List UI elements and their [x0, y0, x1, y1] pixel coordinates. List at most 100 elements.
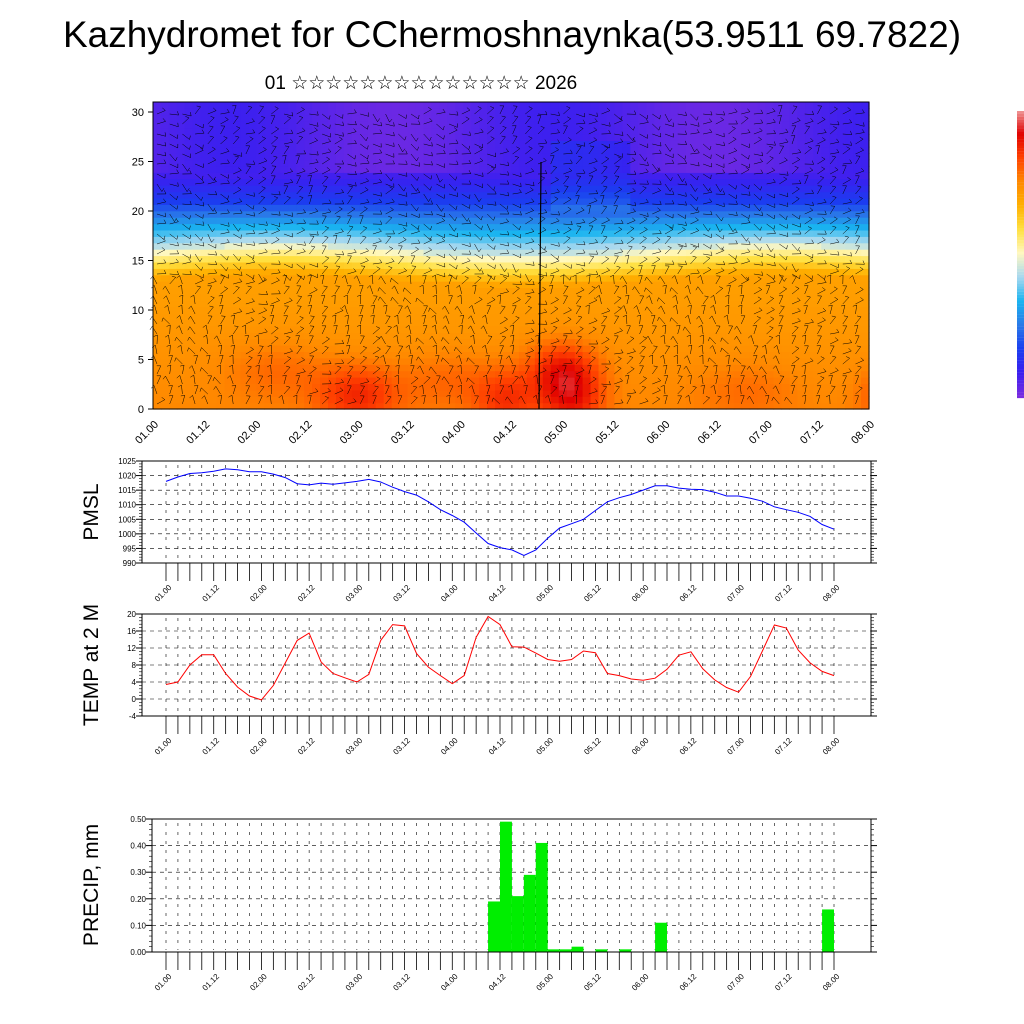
wind-barb	[419, 284, 424, 295]
wind-barb	[156, 142, 167, 147]
heatmap-cell	[463, 223, 472, 231]
heatmap-cell	[709, 319, 719, 327]
heatmap-cell	[829, 293, 838, 301]
heatmap-cell	[351, 313, 361, 321]
heatmap-cell	[176, 281, 186, 289]
heatmap-cell	[781, 313, 791, 321]
heatmap-cell	[757, 338, 767, 346]
heatmap-cell	[845, 268, 854, 276]
heatmap-cell	[328, 306, 337, 314]
wind-barb	[296, 345, 303, 355]
heatmap-cell	[511, 165, 520, 173]
heatmap-cell	[423, 287, 433, 295]
heatmap-cell	[566, 351, 576, 359]
heatmap-cell	[630, 210, 639, 218]
heatmap-cell	[471, 255, 480, 263]
heatmap-cell	[447, 287, 456, 295]
heatmap-cell	[614, 121, 623, 129]
heatmap-cell	[805, 332, 814, 340]
wind-barb	[382, 374, 387, 385]
heatmap-cell	[757, 255, 767, 263]
wind-barb	[271, 260, 281, 265]
heatmap-cell	[598, 396, 608, 404]
heatmap-cell	[574, 274, 584, 282]
wind-barb	[156, 397, 166, 405]
heatmap-cell	[749, 242, 759, 250]
heatmap-cell	[264, 332, 273, 340]
heatmap-cell	[272, 178, 281, 186]
heatmap-cell	[232, 332, 242, 340]
wind-barb	[385, 235, 392, 245]
heatmap-cell	[606, 300, 616, 308]
heatmap-cell	[550, 236, 560, 244]
wind-barb	[385, 207, 394, 215]
heatmap-cell	[192, 338, 202, 346]
heatmap-cell	[598, 300, 608, 308]
heatmap-cell	[662, 153, 671, 161]
heatmap-cell	[415, 172, 425, 180]
heatmap-cell	[351, 370, 361, 378]
heatmap-cell	[399, 293, 409, 301]
heatmap-cell	[614, 370, 623, 378]
wind-barb	[258, 105, 264, 115]
heatmap-cell	[304, 165, 313, 173]
heatmap-cell	[343, 345, 353, 353]
wind-barb	[194, 253, 203, 262]
heatmap-cell	[701, 319, 711, 327]
heatmap-cell	[837, 197, 846, 205]
heatmap-cell	[670, 172, 679, 180]
heatmap-cell	[582, 114, 592, 122]
heatmap-cell	[240, 319, 250, 327]
heatmap-cell	[813, 114, 822, 122]
heatmap-cell	[773, 287, 783, 295]
heatmap-cell	[518, 172, 528, 180]
heatmap-cell	[749, 185, 759, 193]
heatmap-cell	[224, 146, 234, 154]
heatmap-cell	[813, 338, 822, 346]
wind-barb	[258, 395, 263, 405]
heatmap-cell	[861, 146, 870, 154]
heatmap-cell	[693, 242, 703, 250]
heatmap-cell	[383, 306, 393, 314]
heatmap-cell	[335, 102, 345, 109]
heatmap-cell	[168, 357, 178, 365]
heatmap-cell	[614, 377, 623, 385]
heatmap-cell	[399, 306, 409, 314]
heatmap-cell	[383, 108, 393, 116]
heatmap-cell	[574, 261, 584, 269]
heatmap-cell	[686, 281, 695, 289]
heatmap-cell	[550, 377, 560, 385]
heatmap-cell	[407, 153, 417, 161]
heatmap-cell	[280, 287, 289, 295]
heatmap-cell	[431, 108, 440, 116]
heatmap-cell	[686, 306, 695, 314]
wind-barb	[423, 118, 433, 125]
heatmap-cell	[837, 313, 846, 321]
heatmap-cell	[264, 306, 273, 314]
heatmap-cell	[662, 108, 671, 116]
wind-barb	[321, 123, 331, 129]
heatmap-cell	[447, 121, 456, 129]
heatmap-cell	[534, 204, 544, 212]
heatmap-cell	[312, 185, 321, 193]
heatmap-cell	[391, 338, 401, 346]
wind-barb	[372, 121, 382, 127]
heatmap-cell	[638, 153, 647, 161]
heatmap-cell	[614, 197, 623, 205]
heatmap-cell	[216, 249, 226, 257]
heatmap-cell	[296, 159, 305, 167]
heatmap-cell	[797, 274, 806, 282]
heatmap-cell	[574, 383, 584, 391]
heatmap-cell	[447, 172, 456, 180]
heatmap-cell	[335, 306, 345, 314]
heatmap-cell	[686, 255, 695, 263]
heatmap-cell	[709, 261, 719, 269]
heatmap-cell	[455, 281, 464, 289]
heatmap-cell	[455, 217, 464, 225]
wind-barb	[182, 116, 190, 125]
heatmap-cell	[168, 364, 178, 372]
heatmap-cell	[781, 165, 791, 173]
heatmap-cell	[829, 332, 838, 340]
wind-barb	[331, 294, 336, 305]
heatmap-cell	[471, 377, 480, 385]
